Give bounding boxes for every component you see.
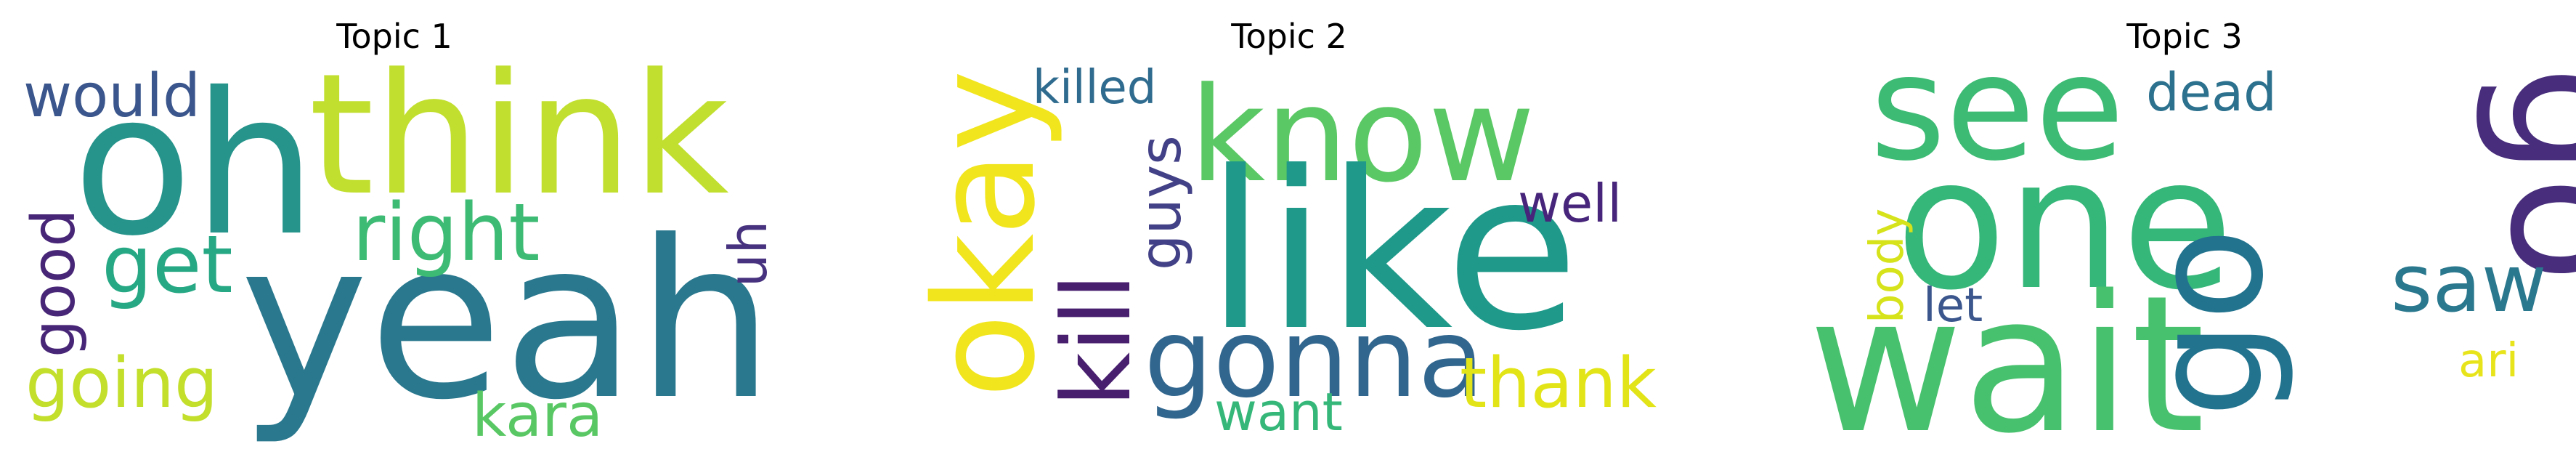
word-know: know xyxy=(1190,60,1535,211)
word-ari: ari xyxy=(2458,334,2519,388)
word-saw: saw xyxy=(2391,237,2547,330)
topic-panel-3: Topic 3 see dead go one body let saw wai… xyxy=(1808,17,2576,465)
word-well: well xyxy=(1518,173,1622,234)
word-thank: thank xyxy=(1460,344,1657,424)
word-one: one xyxy=(1896,118,2233,330)
word-let: let xyxy=(1923,279,1983,333)
topic-panel-2: Topic 2 okay killed know guys kill like … xyxy=(905,17,1657,442)
word-go-rotated: go xyxy=(2471,65,2576,283)
word-body: body xyxy=(1861,209,1914,323)
word-killed: killed xyxy=(1033,61,1156,115)
word-like: like xyxy=(1206,125,1579,379)
topic-panel-1: Topic 1 oh think yeah would right get go… xyxy=(20,17,779,450)
word-guys: guys xyxy=(1129,135,1194,270)
word-good: good xyxy=(20,209,89,357)
word-go-vertical: go xyxy=(2119,227,2297,418)
panel-title-3: Topic 3 xyxy=(2126,17,2243,56)
word-uh: uh xyxy=(718,221,779,287)
word-okay: okay xyxy=(905,70,1065,398)
word-think: think xyxy=(309,39,729,232)
word-going: going xyxy=(25,344,218,424)
word-yeah: yeah xyxy=(240,194,774,448)
word-want: want xyxy=(1214,381,1343,442)
word-kill: kill xyxy=(1041,273,1152,407)
word-kara: kara xyxy=(472,381,603,450)
word-gonna: gonna xyxy=(1144,296,1484,422)
panel-title-2: Topic 2 xyxy=(1230,17,1347,56)
word-would: would xyxy=(23,62,200,131)
word-wait: wait xyxy=(1808,256,2205,461)
panel-title-1: Topic 1 xyxy=(336,17,452,56)
word-dead: dead xyxy=(2146,62,2277,123)
word-oh: oh xyxy=(73,50,317,279)
word-right: right xyxy=(352,186,540,279)
word-get: get xyxy=(102,218,233,311)
word-see: see xyxy=(1870,24,2124,193)
